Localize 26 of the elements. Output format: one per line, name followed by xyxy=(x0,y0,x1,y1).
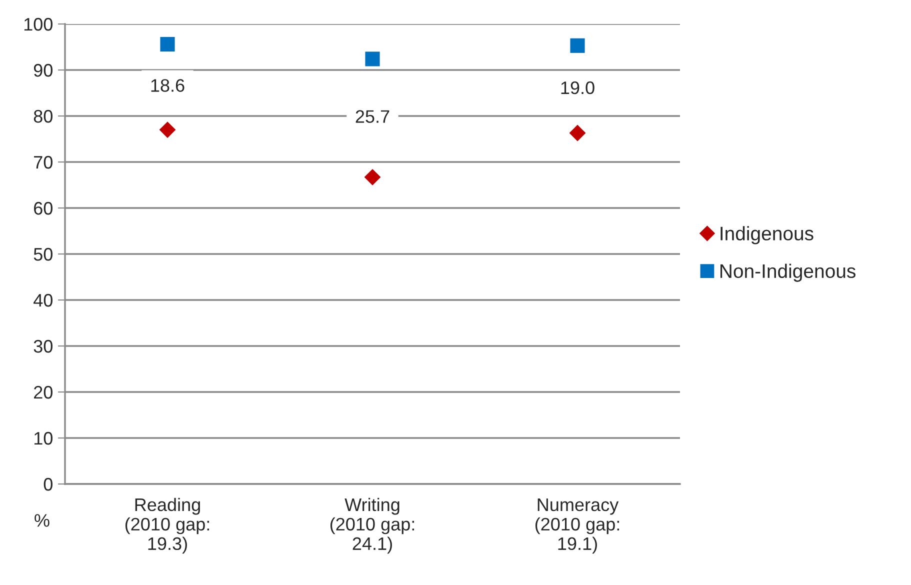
y-tick-label: 0 xyxy=(44,478,52,491)
annotation: 18.6 xyxy=(151,79,184,92)
y-tick-label: 90 xyxy=(34,64,52,77)
x-tick-label: Numeracy (2010 gap: 19.1) xyxy=(535,498,620,554)
y-tick-label: 60 xyxy=(34,202,52,215)
point xyxy=(364,168,381,186)
y-tick-label: 80 xyxy=(34,110,52,123)
y-tick-label: 50 xyxy=(34,248,52,261)
legend-label: Indigenous xyxy=(720,226,814,244)
y-tick-label: 10 xyxy=(34,432,52,445)
y-tick-label: 20 xyxy=(34,386,52,399)
y-tick-label: 40 xyxy=(34,294,52,307)
y-tick-label: 70 xyxy=(34,156,52,169)
y-tick-label: 100 xyxy=(24,18,52,31)
point xyxy=(159,122,176,138)
annotation: 25.7 xyxy=(356,110,390,123)
point xyxy=(570,38,585,53)
point xyxy=(365,52,380,66)
annotation: 19.0 xyxy=(561,81,594,94)
x-tick-label: Reading (2010 gap: 19.3) xyxy=(125,498,210,554)
legend-label: Non-Indigenous xyxy=(720,264,856,282)
point xyxy=(569,124,586,142)
y-axis-title: % xyxy=(34,514,50,527)
x-tick-label: Writing (2010 gap: 24.1) xyxy=(330,498,414,554)
y-tick-label: 30 xyxy=(34,340,52,353)
point xyxy=(160,36,175,52)
